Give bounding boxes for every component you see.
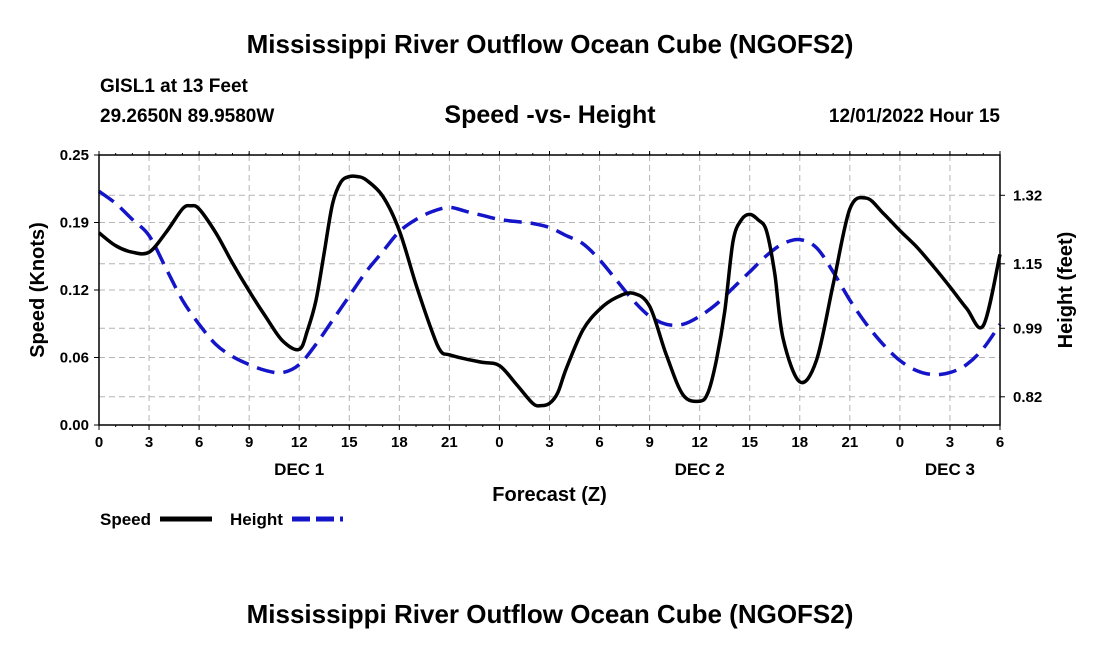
speed-series-line [97,174,1002,408]
legend-label-height: Height [230,510,283,529]
y-tick-label: 0.06 [60,350,89,367]
x-tick-label: 0 [95,434,103,451]
datetime-label: 12/01/2022 Hour 15 [828,106,1000,127]
y-tick-label: 0.12 [60,282,89,299]
x-tick-label: 15 [741,434,758,451]
height-series-line [97,189,1002,377]
x-tick-label: 0 [896,434,904,451]
legend-label-speed: Speed [100,510,151,529]
chart-title: Speed -vs- Height [444,101,656,129]
plot-frame [98,154,1001,426]
x-tick-label: 3 [145,434,153,451]
station-label: GISL1 at 13 Feet [100,76,248,97]
date-label: DEC 1 [274,460,324,479]
x-tick-label: 6 [195,434,203,451]
x-tick-label: 3 [545,434,553,451]
y-right-tick-label: 0.99 [1013,320,1042,337]
x-tick-label: 6 [996,434,1004,451]
x-tick-label: 21 [841,434,858,451]
y-axis-title-right: Height (feet) [1055,232,1077,349]
y-right-tick-label: 1.15 [1013,256,1042,273]
y-right-tick-label: 1.32 [1013,187,1042,204]
x-tick-label: 12 [291,434,308,451]
legend: Speed Height [100,510,343,529]
y-tick-label: 0.19 [60,215,89,232]
x-axis-title: Forecast (Z) [492,484,606,506]
x-tick-label: 18 [791,434,808,451]
y-axis-title-left: Speed (Knots) [27,222,49,358]
date-label: DEC 3 [925,460,975,479]
x-tick-label: 18 [391,434,408,451]
main-title: Mississippi River Outflow Ocean Cube (NG… [246,29,854,59]
footer-title: Mississippi River Outflow Ocean Cube (NG… [246,599,854,629]
x-tick-label: 9 [645,434,653,451]
x-tick-label: 15 [341,434,358,451]
y-tick-label: 0.00 [60,417,89,434]
x-tick-label: 6 [595,434,603,451]
x-tick-label: 9 [245,434,253,451]
x-tick-label: 3 [946,434,954,451]
x-tick-label: 21 [441,434,458,451]
x-tick-label: 12 [691,434,708,451]
x-tick-label: 0 [495,434,503,451]
date-label: DEC 2 [675,460,725,479]
coordinates-label: 29.2650N 89.9580W [100,106,275,127]
y-right-tick-label: 0.82 [1013,389,1042,406]
y-tick-label: 0.25 [60,147,89,164]
